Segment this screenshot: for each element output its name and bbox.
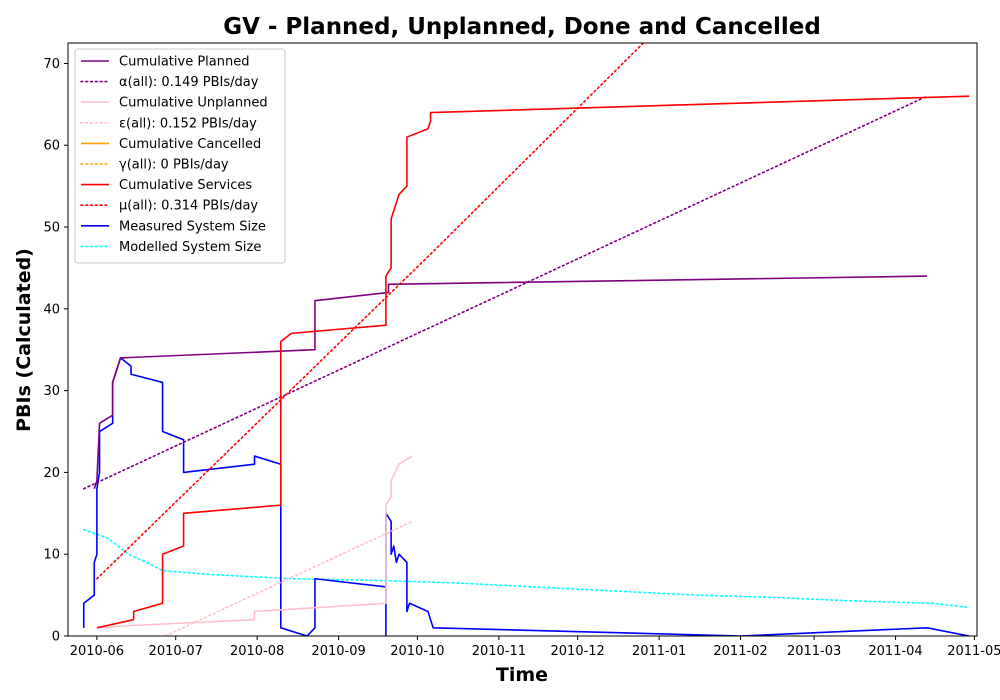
y-tick-label: 10 xyxy=(43,548,60,563)
legend-label-all-0-314-pbis-day: μ(all): 0.314 PBIs/day xyxy=(119,199,258,214)
plot-frame xyxy=(67,42,978,637)
series-line-4 xyxy=(164,520,413,636)
series-line-2 xyxy=(82,95,928,490)
legend-label-measured-system-size: Measured System Size xyxy=(119,219,266,234)
x-tick-label: 2010-06 xyxy=(70,644,124,659)
legend-label-cumulative-planned: Cumulative Planned xyxy=(119,55,249,70)
y-axis-label: PBIs (Calculated) xyxy=(13,248,35,432)
y-tick-label: 70 xyxy=(43,57,60,72)
x-tick-label: 2011-02 xyxy=(713,644,767,659)
series-line-1 xyxy=(93,275,928,490)
plot-area xyxy=(82,43,970,636)
x-tick-label: 2011-05 xyxy=(947,644,1000,659)
x-tick-label: 2010-10 xyxy=(390,644,444,659)
series-line-9 xyxy=(82,357,970,636)
y-tick-label: 40 xyxy=(43,302,60,317)
x-tick-label: 2011-04 xyxy=(868,644,922,659)
y-axis: 0 10 20 30 40 50 60 70 xyxy=(43,57,68,645)
legend-label-all-0-pbis-day: γ(all): 0 PBIs/day xyxy=(119,158,229,173)
x-tick-label: 2010-12 xyxy=(551,644,605,659)
y-tick-label: 30 xyxy=(43,384,60,399)
legend: Cumulative Planned α(all): 0.149 PBIs/day… xyxy=(74,48,286,264)
legend-label-cumulative-unplanned: Cumulative Unplanned xyxy=(119,96,268,111)
x-axis-label: Time xyxy=(496,664,548,686)
legend-box xyxy=(74,48,286,264)
legend-label-modelled-system-size: Modelled System Size xyxy=(119,240,261,255)
x-tick-label: 2010-11 xyxy=(472,644,526,659)
legend-label-all-0-149-pbis-day: α(all): 0.149 PBIs/day xyxy=(119,75,259,90)
series-line-10 xyxy=(82,528,970,609)
series-line-3 xyxy=(96,455,413,629)
x-tick-label: 2010-09 xyxy=(311,644,365,659)
legend-label-cumulative-services: Cumulative Services xyxy=(119,178,252,193)
series-line-8 xyxy=(96,43,645,580)
x-tick-label: 2011-01 xyxy=(632,644,686,659)
y-tick-label: 0 xyxy=(52,630,60,645)
series-line-7 xyxy=(96,95,970,629)
legend-label-cumulative-cancelled: Cumulative Cancelled xyxy=(119,137,261,152)
y-tick-label: 50 xyxy=(43,221,60,236)
y-tick-label: 60 xyxy=(43,139,60,154)
chart-title: GV - Planned, Unplanned, Done and Cancel… xyxy=(223,14,821,40)
x-tick-label: 2010-07 xyxy=(149,644,203,659)
legend-label-all-0-152-pbis-day: ε(all): 0.152 PBIs/day xyxy=(119,116,257,131)
x-tick-label: 2011-03 xyxy=(787,644,841,659)
x-axis: 2010-06 2010-07 2010-08 2010-09 2010-10 2010-… xyxy=(70,636,1000,659)
y-tick-label: 20 xyxy=(43,466,60,481)
x-tick-label: 2010-08 xyxy=(230,644,284,659)
